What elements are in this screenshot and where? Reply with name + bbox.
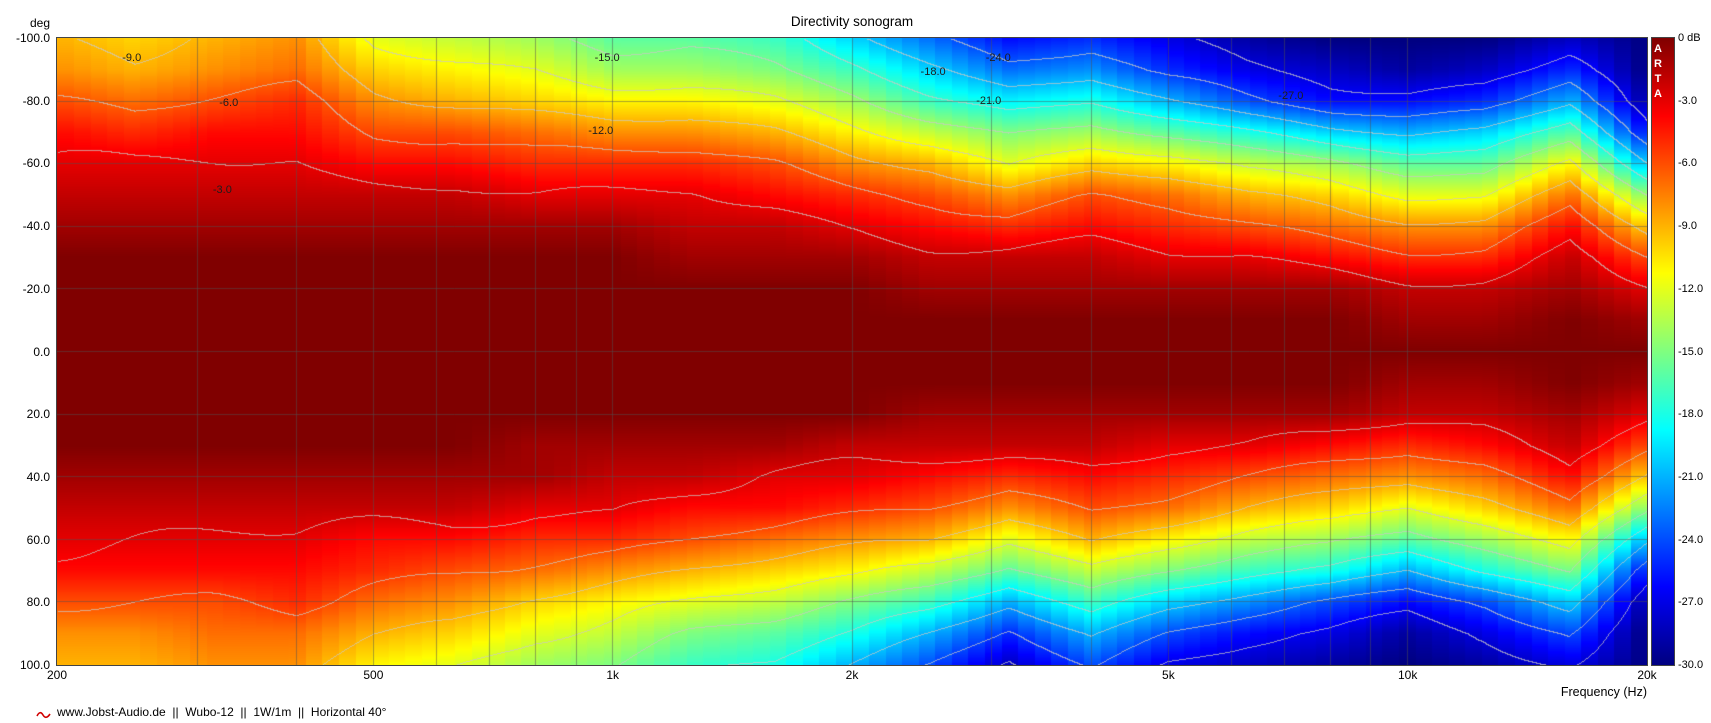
colorbar-tick-label: -9.0 xyxy=(1678,220,1697,233)
x-tick-label: 10k xyxy=(1397,668,1418,682)
x-tick-label: 200 xyxy=(46,668,68,682)
y-tick-label: 20.0 xyxy=(26,407,50,422)
x-axis-title: Frequency (Hz) xyxy=(1560,685,1647,699)
colorbar-tick-label: -18.0 xyxy=(1678,408,1704,421)
colorbar-tick-label: -3.0 xyxy=(1678,94,1697,107)
colorbar-tick-label: -24.0 xyxy=(1678,533,1704,546)
colorbar-tick-label: -12.0 xyxy=(1678,282,1704,295)
plot-area: -9.0 -6.0 -3.0 -15.0 -12.0 -18.0 -24.0 -21.0 -27… xyxy=(56,37,1648,666)
colorbar-tick-label: 0 dB xyxy=(1678,32,1701,44)
y-axis: -100.0 -80.0 -60.0 -40.0 -20.0 0.0 20.0 40.0 60.… xyxy=(0,31,53,672)
x-tick-label: 500 xyxy=(363,668,384,682)
sonogram-canvas xyxy=(57,38,1647,665)
colorbar-tick-label: -15.0 xyxy=(1678,345,1704,358)
y-tick-label: -20.0 xyxy=(22,281,50,296)
colorbar-gradient xyxy=(1651,37,1675,666)
colorbar-scale: 0 dB -3.0 -6.0 -9.0 -12.0 -15.0 -18.0 -21.0 -24.… xyxy=(1678,32,1711,671)
y-tick-label: 60.0 xyxy=(26,532,50,547)
footer-caption: www.Jobst-Audio.de || Wubo-12 || 1W/1m |… xyxy=(57,705,387,719)
y-axis-unit-label: deg xyxy=(30,16,51,30)
y-tick-label: 0.0 xyxy=(33,344,50,359)
arta-watermark: ARTA xyxy=(1652,43,1664,103)
logo-mark xyxy=(36,711,51,719)
x-tick-label: 5k xyxy=(1162,668,1175,682)
y-tick-label: -100.0 xyxy=(15,31,50,45)
y-tick-label: -80.0 xyxy=(22,93,50,108)
y-tick-label: -60.0 xyxy=(22,156,50,171)
y-tick-label: 40.0 xyxy=(26,469,50,484)
x-tick-label: 1k xyxy=(606,668,620,682)
colorbar-tick-label: -6.0 xyxy=(1678,157,1697,170)
x-axis: 200 500 1k 2k 5k 10k 20k xyxy=(47,668,1657,684)
y-tick-label: 80.0 xyxy=(26,595,50,610)
y-tick-label: -40.0 xyxy=(22,219,50,234)
x-tick-label: 2k xyxy=(845,668,859,682)
y-tick-label: 100.0 xyxy=(19,658,50,672)
chart-title: Directivity sonogram xyxy=(790,14,914,29)
colorbar-tick-label: -27.0 xyxy=(1678,596,1704,609)
colorbar-tick-label: -21.0 xyxy=(1678,470,1704,483)
x-tick-label: 20k xyxy=(1637,668,1657,682)
colorbar-tick-label: -30.0 xyxy=(1678,659,1704,671)
